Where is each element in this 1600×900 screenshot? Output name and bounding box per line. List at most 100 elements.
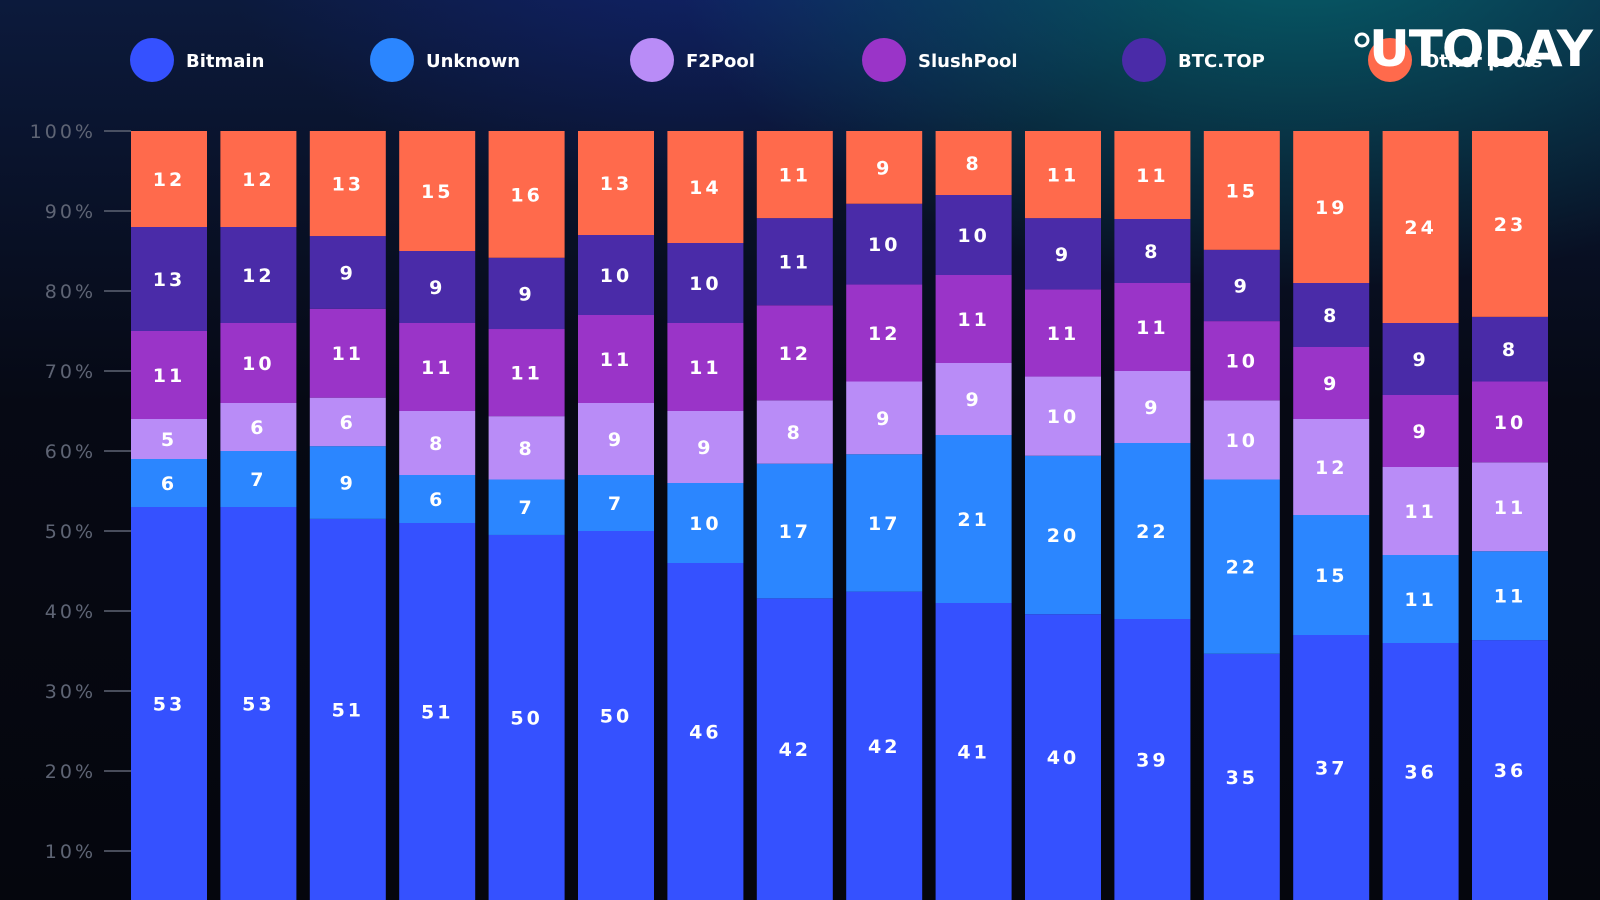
data-label: 11 [1136, 165, 1168, 187]
bar-segment [488, 479, 565, 535]
data-label: 36 [1494, 760, 1526, 782]
data-label: 10 [957, 225, 989, 247]
data-label: 7 [250, 469, 266, 491]
bar-segment [399, 251, 476, 323]
data-label: 13 [153, 269, 185, 291]
bar-segment [220, 403, 297, 451]
bar-segment [1293, 131, 1370, 283]
data-label: 11 [600, 349, 632, 371]
legend-swatch [1122, 38, 1166, 82]
bar-segment [1025, 131, 1101, 219]
bar-stack: 46 10 9 11 10 14 [667, 131, 744, 900]
bar-segment [756, 463, 833, 599]
y-tick-label: 70% [45, 361, 96, 383]
bar-segment [1203, 653, 1280, 900]
bar-segment [578, 131, 654, 235]
logo-degree-icon [1354, 32, 1370, 48]
bar-segment [309, 131, 386, 237]
bar-segment [220, 323, 297, 403]
data-label: 9 [1412, 349, 1428, 371]
data-label: 10 [242, 353, 274, 375]
data-label: 12 [242, 169, 274, 191]
data-label: 9 [340, 473, 356, 495]
legend-swatch [862, 38, 906, 82]
data-label: 11 [1404, 589, 1436, 611]
bar-segment [1382, 555, 1459, 643]
data-label: 40 [1047, 747, 1079, 769]
data-label: 10 [1494, 412, 1526, 434]
legend-item: Bitmain [130, 38, 264, 82]
bar-stack: 41 21 9 11 10 8 [935, 131, 1012, 900]
bar-segment [220, 131, 297, 227]
data-label: 9 [697, 437, 713, 459]
data-label: 37 [1315, 758, 1347, 780]
bar-segment [220, 227, 297, 323]
data-label: 10 [689, 273, 721, 295]
bar-segment [309, 236, 386, 309]
bar-segment [131, 459, 207, 507]
data-label: 10 [868, 234, 900, 256]
bar-segment [578, 235, 654, 315]
data-label: 14 [689, 177, 721, 199]
bar-segment [309, 308, 386, 398]
bar-stack: 51 6 8 11 9 15 [399, 131, 476, 900]
data-label: 53 [242, 694, 274, 716]
bar-segment [846, 203, 923, 285]
bar-segment [1025, 455, 1101, 615]
bar-segment [667, 131, 744, 243]
y-tick-label: 90% [45, 201, 96, 223]
y-tick-label: 30% [45, 681, 96, 703]
bar-segment [846, 591, 923, 900]
bar-segment [1472, 316, 1548, 382]
data-label: 12 [153, 169, 185, 191]
data-label: 11 [153, 365, 185, 387]
data-label: 35 [1226, 767, 1258, 789]
bar-segment [846, 284, 923, 382]
data-label: 5 [161, 429, 177, 451]
bar-stack: 36 11 11 9 9 24 [1382, 131, 1459, 900]
logo-text: UTODAY [1369, 20, 1594, 78]
bar-segment [1114, 619, 1191, 900]
bar-segment [399, 411, 476, 475]
data-label: 24 [1404, 217, 1436, 239]
bar-segment [1293, 283, 1370, 347]
bar-segment [1203, 400, 1280, 480]
data-label: 10 [1226, 430, 1258, 452]
data-label: 11 [1404, 501, 1436, 523]
legend-label: BTC.TOP [1178, 51, 1265, 72]
data-label: 11 [1494, 586, 1526, 608]
bar-segment [1114, 131, 1191, 219]
y-tick-label: 60% [45, 441, 96, 463]
data-label: 9 [429, 277, 445, 299]
data-label: 11 [779, 252, 811, 274]
data-label: 42 [868, 736, 900, 758]
y-tick-label: 40% [45, 601, 96, 623]
bar-segment [1293, 419, 1370, 515]
data-label: 8 [1502, 339, 1518, 361]
data-label: 41 [957, 742, 989, 764]
bar-segment [220, 507, 297, 900]
bar-stack: 53 7 6 10 12 12 [220, 131, 297, 900]
y-tick-label: 50% [45, 521, 96, 543]
data-label: 8 [1144, 241, 1160, 263]
bar-segment [935, 363, 1012, 435]
data-label: 9 [876, 157, 892, 179]
bar-segment [1025, 614, 1101, 900]
y-tick-label: 20% [45, 761, 96, 783]
bar-segment [578, 403, 654, 475]
data-label: 51 [421, 702, 453, 724]
bar-segment [309, 446, 386, 519]
data-label: 9 [1323, 373, 1339, 395]
data-label: 15 [421, 181, 453, 203]
legend-swatch [1368, 38, 1412, 82]
data-label: 39 [1136, 750, 1168, 772]
bar-segment [667, 323, 744, 411]
legend-label: Other pools [1424, 51, 1543, 72]
bar-segment [667, 483, 744, 563]
data-label: 10 [689, 513, 721, 535]
y-axis: 10% 20% 30% 40% 50% 60% 70% 80% 90% 100% [30, 121, 131, 863]
bar-segment [578, 531, 654, 900]
bar-stack: 39 22 9 11 8 11 [1114, 131, 1191, 900]
bar-segment [309, 518, 386, 900]
bar-segment [1293, 635, 1370, 900]
